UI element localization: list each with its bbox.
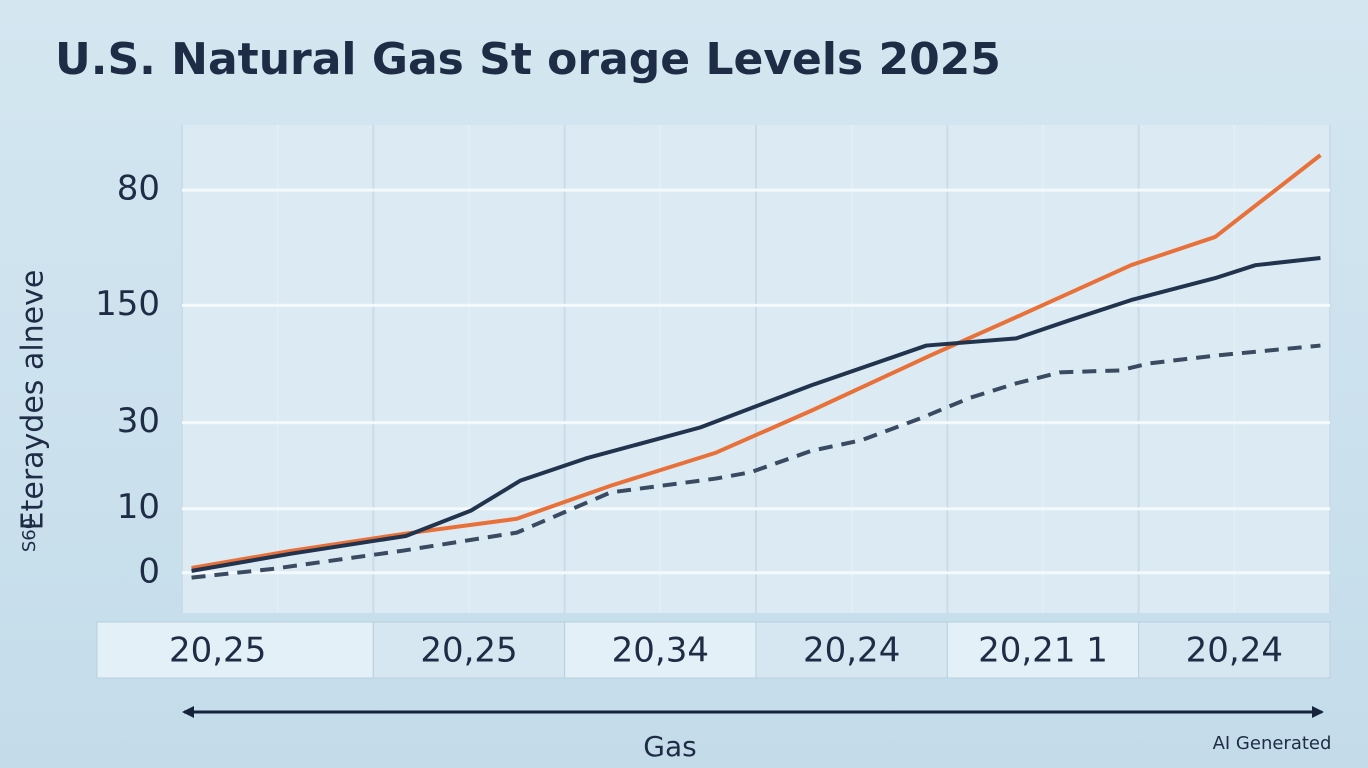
y-axis-label: Eteraydes alneve bbox=[16, 270, 51, 531]
x-tick-label: 20,25 bbox=[169, 631, 266, 671]
x-tick-label: 20,24 bbox=[803, 631, 900, 671]
x-band bbox=[372, 621, 566, 679]
x-band bbox=[564, 621, 757, 679]
y-tick-label: 0 bbox=[138, 551, 160, 591]
x-band bbox=[755, 621, 948, 679]
x-axis-label: Gas bbox=[643, 730, 696, 763]
y-tick-label: 30 bbox=[117, 401, 160, 441]
y-axis-label-prefix: S60 bbox=[19, 518, 40, 552]
x-band bbox=[1138, 621, 1331, 679]
x-tick-label: 20,24 bbox=[1186, 631, 1283, 671]
series-line bbox=[191, 153, 1322, 570]
chart-title: U.S. Natural Gas St orage Levels 2025 bbox=[55, 34, 1001, 85]
x-band bbox=[96, 621, 374, 679]
y-tick-label: 80 bbox=[117, 169, 160, 209]
watermark: AI Generated bbox=[1213, 733, 1332, 754]
x-tick-label: 20,21 1 bbox=[978, 631, 1108, 671]
y-tick-label: 150 bbox=[95, 284, 160, 324]
x-tick-label: 20,25 bbox=[420, 631, 517, 671]
x-tick-label: 20,34 bbox=[612, 631, 709, 671]
y-tick-label: 10 bbox=[117, 487, 160, 527]
series-line bbox=[191, 256, 1321, 573]
series-line bbox=[191, 343, 1321, 580]
